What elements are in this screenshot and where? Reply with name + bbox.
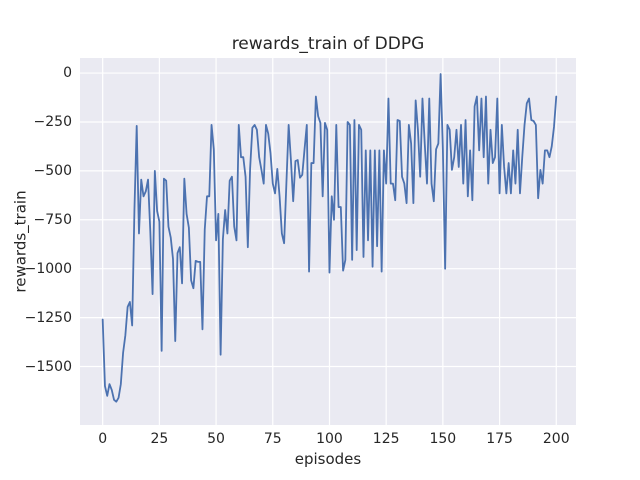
- y-tick-label: −250: [33, 113, 72, 130]
- y-tick-label: −1500: [24, 358, 72, 375]
- y-tick-label: −1000: [24, 260, 72, 277]
- y-tick-label: −500: [33, 162, 72, 179]
- chart-title: rewards_train of DDPG: [231, 34, 425, 54]
- x-tick-label: 150: [429, 431, 457, 447]
- x-tick-label: 200: [542, 431, 570, 447]
- y-axis-label: rewards_train: [11, 190, 30, 293]
- y-tick-label: −750: [33, 211, 72, 228]
- x-tick-label: 100: [316, 431, 343, 447]
- plot-area: [80, 58, 576, 425]
- x-tick-label: 175: [486, 431, 513, 447]
- x-axis-label: episodes: [294, 450, 362, 468]
- chart-canvas: [80, 58, 576, 425]
- y-tick-label: −1250: [24, 309, 72, 326]
- y-tick-label: 0: [63, 65, 72, 82]
- rewards-train-line: [101, 73, 558, 403]
- x-tick-label: 50: [207, 431, 225, 447]
- x-tick-label: 75: [263, 431, 282, 447]
- x-tick-label: 0: [98, 431, 108, 447]
- x-tick-label: 25: [150, 431, 169, 447]
- x-tick-label: 125: [372, 431, 400, 447]
